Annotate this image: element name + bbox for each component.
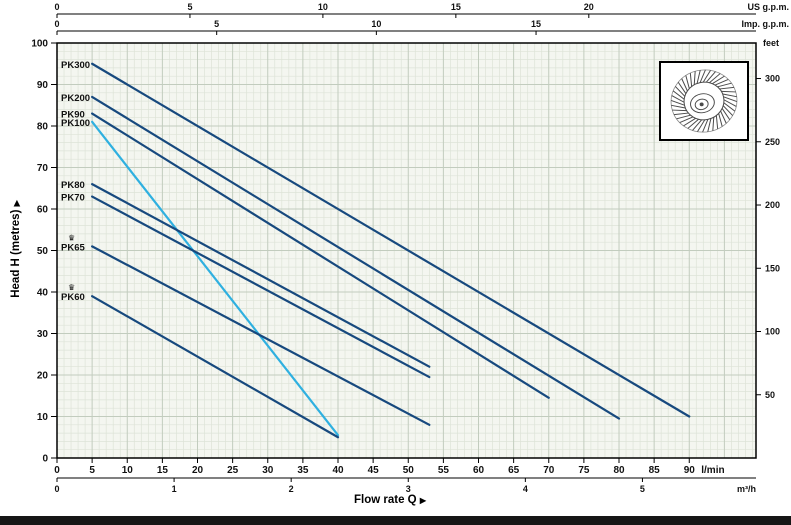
svg-text:80: 80 (613, 465, 625, 476)
svg-text:25: 25 (227, 465, 239, 476)
svg-text:30: 30 (262, 465, 274, 476)
svg-text:l/min: l/min (701, 465, 724, 476)
bottom-bar (0, 516, 791, 525)
svg-text:40: 40 (332, 465, 344, 476)
svg-text:200: 200 (765, 200, 780, 210)
svg-text:80: 80 (37, 122, 49, 133)
svg-text:20: 20 (584, 2, 594, 12)
svg-text:15: 15 (157, 465, 169, 476)
axis-mh: 0 1 2 3 4 5 m³/h (54, 477, 756, 494)
axis-Impgpm: 0 5 10 15 Imp. g.p.m. (54, 19, 789, 35)
axis-metres: 0 10 20 30 40 50 60 70 80 90 100 (31, 39, 57, 465)
curve-label-PK100: PK100 (61, 118, 90, 129)
impeller-drawing (670, 69, 738, 133)
svg-text:250: 250 (765, 137, 780, 147)
svg-text:50: 50 (403, 465, 415, 476)
svg-text:15: 15 (531, 19, 541, 29)
crown-icon: ♛ (68, 283, 75, 292)
svg-text:100: 100 (31, 39, 48, 50)
svg-text:0: 0 (42, 454, 48, 465)
svg-text:300: 300 (765, 74, 780, 84)
x-axis-title-text: Flow rate Q (354, 494, 417, 506)
svg-text:3: 3 (406, 484, 411, 494)
curve-PK300 (91, 62, 691, 418)
curve-label-PK60: PK60 (61, 292, 85, 303)
y-axis-title-text: Head H (metres) (10, 209, 22, 298)
svg-text:5: 5 (214, 19, 219, 29)
curve-PK60 (91, 295, 340, 439)
curve-PK70 (91, 195, 431, 379)
svg-text:US g.p.m.: US g.p.m. (747, 2, 789, 12)
svg-text:20: 20 (37, 371, 49, 382)
svg-text:55: 55 (438, 465, 450, 476)
svg-text:90: 90 (684, 465, 696, 476)
y-axis-title: Head H (metres) ▶ (10, 200, 22, 298)
crown-icon: ♛ (68, 233, 75, 242)
up-arrow-icon: ▶ (12, 200, 21, 207)
svg-text:45: 45 (368, 465, 380, 476)
curve-label-PK200: PK200 (61, 93, 90, 104)
svg-text:20: 20 (192, 465, 204, 476)
curve-PK100 (91, 120, 340, 437)
svg-text:10: 10 (122, 465, 134, 476)
svg-text:Imp. g.p.m.: Imp. g.p.m. (741, 19, 789, 29)
svg-text:50: 50 (765, 390, 775, 400)
svg-text:75: 75 (578, 465, 590, 476)
svg-text:30: 30 (37, 329, 49, 340)
curve-label-PK90: PK90 (61, 110, 85, 121)
right-arrow-icon: ▶ (419, 496, 426, 505)
svg-text:70: 70 (37, 163, 49, 174)
svg-text:2: 2 (289, 484, 294, 494)
curve-label-PK80: PK80 (61, 180, 85, 191)
curve-PK90 (91, 112, 550, 399)
svg-text:m³/h: m³/h (737, 484, 756, 494)
svg-text:5: 5 (640, 484, 645, 494)
axis-lmin: 0 5 10 15 20 25 30 35 40 45 50 55 60 65 70 75 80 85 90 l/mi… (54, 458, 725, 476)
svg-text:10: 10 (318, 2, 328, 12)
curve-label-PK65: PK65 (61, 242, 85, 253)
axis-feet: 50 100 150 200 250 300 feet (756, 38, 780, 400)
svg-text:0: 0 (54, 2, 59, 12)
svg-text:50: 50 (37, 246, 49, 257)
curve-label-PK70: PK70 (61, 193, 85, 204)
svg-text:65: 65 (508, 465, 520, 476)
svg-text:60: 60 (37, 205, 49, 216)
svg-text:0: 0 (54, 19, 59, 29)
svg-text:5: 5 (187, 2, 192, 12)
svg-text:60: 60 (473, 465, 485, 476)
svg-text:0: 0 (54, 484, 59, 494)
svg-text:1: 1 (172, 484, 177, 494)
curve-PK65 (91, 245, 431, 426)
axis-USgpm: 0 5 10 15 20 US g.p.m. (54, 2, 789, 18)
svg-text:40: 40 (37, 288, 49, 299)
svg-text:100: 100 (765, 327, 780, 337)
svg-text:feet: feet (763, 38, 779, 48)
svg-text:90: 90 (37, 80, 49, 91)
curve-PK80 (91, 183, 431, 368)
svg-text:0: 0 (54, 465, 60, 476)
svg-text:35: 35 (297, 465, 309, 476)
plot-frame (56, 42, 757, 459)
svg-text:10: 10 (37, 412, 49, 423)
svg-text:15: 15 (451, 2, 461, 12)
curve-label-PK300: PK300 (61, 60, 90, 71)
svg-text:85: 85 (649, 465, 661, 476)
svg-text:70: 70 (543, 465, 555, 476)
x-axis-title: Flow rate Q ▶ (354, 494, 426, 506)
svg-text:4: 4 (523, 484, 528, 494)
curve-PK200 (91, 95, 621, 420)
svg-text:10: 10 (371, 19, 381, 29)
svg-text:150: 150 (765, 263, 780, 273)
impeller-image (659, 61, 749, 141)
svg-text:5: 5 (89, 465, 95, 476)
